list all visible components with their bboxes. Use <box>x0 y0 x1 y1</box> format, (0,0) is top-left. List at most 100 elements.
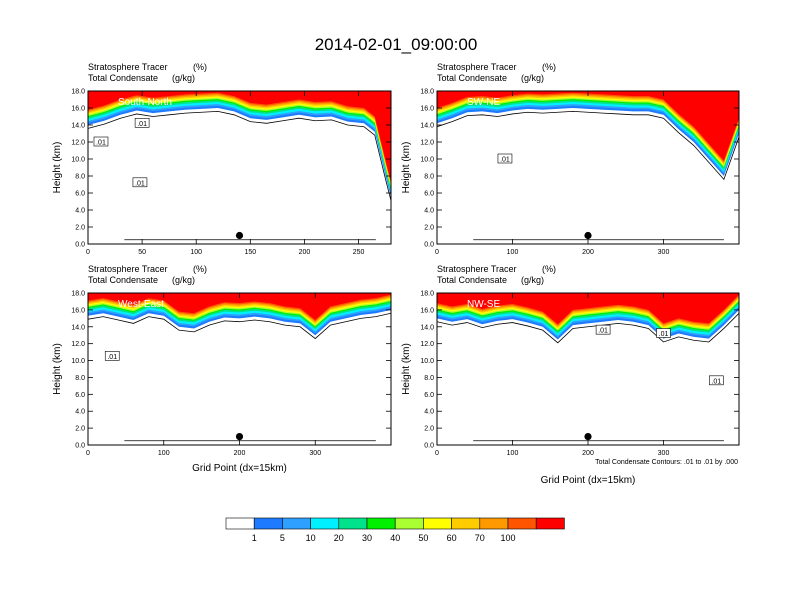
panel-header-tracer-label: Stratosphere Tracer <box>437 264 517 274</box>
panel-header-tracer-unit: (%) <box>193 264 207 274</box>
panel-nw-se: Stratosphere Tracer (%) Total Condensate (g… <box>401 264 740 486</box>
colorbar-level-label: 50 <box>418 533 428 543</box>
y-tick-label: 14.0 <box>420 123 434 130</box>
panel-header-tracer-label: Stratosphere Tracer <box>437 62 517 72</box>
panel-name-label: SW-NE <box>467 97 500 108</box>
colorbar-swatch <box>282 517 311 530</box>
y-tick-label: 2.0 <box>424 225 434 232</box>
x-tick-label: 0 <box>435 450 439 457</box>
panel-header-tracer-label: Stratosphere Tracer <box>88 62 168 72</box>
colorbar-swatch <box>479 517 509 530</box>
y-tick-label: 4.0 <box>424 208 434 215</box>
contour-label-box <box>104 351 120 361</box>
y-tick-label: 8.0 <box>424 174 434 181</box>
contour-label-box <box>656 328 671 338</box>
condensate-contour <box>88 312 391 340</box>
colorbar-level-label: 70 <box>475 533 485 543</box>
panel-header-tracer-unit: (%) <box>542 264 556 274</box>
y-tick-label: 10.0 <box>420 157 434 164</box>
contour-label: .01 <box>135 180 145 187</box>
y-axis-label: Height (km) <box>52 142 63 194</box>
contour-info-note: Total Condensate Contours: .01 to .01 by… <box>595 459 738 466</box>
panel-header-condensate-unit: (g/kg) <box>172 73 195 83</box>
colorbar-level-label: 1 <box>252 533 257 543</box>
condensate-contour <box>437 110 739 181</box>
contour-label-box <box>497 153 513 164</box>
tracer-band-11 <box>88 91 391 182</box>
condensate-contour <box>88 110 391 201</box>
y-tick-label: 0.0 <box>424 443 434 450</box>
panel-name-label: West-East <box>118 299 164 310</box>
y-tick-label: 16.0 <box>71 106 85 113</box>
colorbar-swatch <box>310 517 340 530</box>
y-tick-label: 6.0 <box>75 392 85 399</box>
panel-west-east: Stratosphere Tracer (%) Total Condensate (g… <box>52 264 392 474</box>
panel-frame <box>87 90 392 245</box>
panel-header-tracer-unit: (%) <box>193 62 207 72</box>
colorbar-swatch <box>338 517 368 530</box>
contour-label: .01 <box>137 121 147 128</box>
location-marker <box>584 231 592 240</box>
tracer-fill-group <box>437 91 739 176</box>
location-marker <box>584 432 592 441</box>
panel-header-tracer-unit: (%) <box>542 62 556 72</box>
x-tick-label: 0 <box>435 249 439 256</box>
y-tick-label: 16.0 <box>420 106 434 113</box>
x-tick-label: 100 <box>158 450 170 457</box>
y-tick-label: 18.0 <box>420 291 434 298</box>
panel-header-condensate-label: Total Condensate <box>88 275 158 285</box>
tracer-band-11 <box>88 293 391 321</box>
x-tick-label: 0 <box>86 249 90 256</box>
panel-header-condensate-unit: (g/kg) <box>172 275 195 285</box>
y-tick-label: 0.0 <box>75 443 85 450</box>
tracer-fill-group <box>88 293 391 336</box>
y-tick-label: 8.0 <box>75 375 85 382</box>
y-axis-label: Height (km) <box>401 142 412 194</box>
colorbar-swatch <box>507 517 537 530</box>
panel-name-label: South-North <box>118 97 172 108</box>
colorbar: 1 5 10 20 30 40 50 60 70 100 <box>225 517 565 543</box>
y-tick-label: 12.0 <box>420 341 434 348</box>
x-axis-label: Grid Point (dx=15km) <box>192 463 287 474</box>
y-tick-label: 10.0 <box>420 358 434 365</box>
y-tick-label: 6.0 <box>75 191 85 198</box>
y-tick-label: 2.0 <box>75 426 85 433</box>
panel-header-condensate-label: Total Condensate <box>88 73 158 83</box>
y-tick-label: 0.0 <box>75 242 85 249</box>
location-marker <box>235 231 244 240</box>
y-axis-label: Height (km) <box>52 343 63 395</box>
colorbar-swatch <box>451 517 481 530</box>
x-tick-label: 150 <box>244 249 256 256</box>
y-tick-label: 2.0 <box>75 225 85 232</box>
panel-header-condensate-label: Total Condensate <box>437 73 507 83</box>
colorbar-level-label: 20 <box>334 533 344 543</box>
panel-header-condensate-label: Total Condensate <box>437 275 507 285</box>
tracer-band-2 <box>437 91 739 174</box>
x-tick-label: 200 <box>582 450 594 457</box>
y-tick-label: 14.0 <box>71 324 85 331</box>
y-tick-label: 12.0 <box>71 140 85 147</box>
panel-header-condensate-unit: (g/kg) <box>521 275 544 285</box>
colorbar-swatch <box>366 517 396 530</box>
panels-group: Stratosphere Tracer (%) Total Condensate (g… <box>52 62 740 486</box>
y-tick-label: 6.0 <box>424 392 434 399</box>
colorbar-level-label: 30 <box>362 533 372 543</box>
contour-label: .01 <box>107 354 117 361</box>
y-tick-label: 4.0 <box>424 409 434 416</box>
y-tick-label: 8.0 <box>75 174 85 181</box>
colorbar-swatch <box>253 517 283 530</box>
colorbar-level-label: 60 <box>447 533 457 543</box>
x-tick-label: 200 <box>234 450 246 457</box>
contour-label-box <box>709 375 724 386</box>
contour-label: .01 <box>598 328 608 335</box>
y-tick-label: 18.0 <box>71 291 85 298</box>
tracer-fill-group <box>437 293 739 340</box>
y-tick-label: 4.0 <box>75 208 85 215</box>
colorbar-level-label: 5 <box>280 533 285 543</box>
tracer-band-11 <box>437 293 739 325</box>
y-tick-label: 0.0 <box>424 242 434 249</box>
location-marker <box>235 432 244 441</box>
y-tick-label: 18.0 <box>420 89 434 96</box>
x-tick-label: 300 <box>658 450 670 457</box>
